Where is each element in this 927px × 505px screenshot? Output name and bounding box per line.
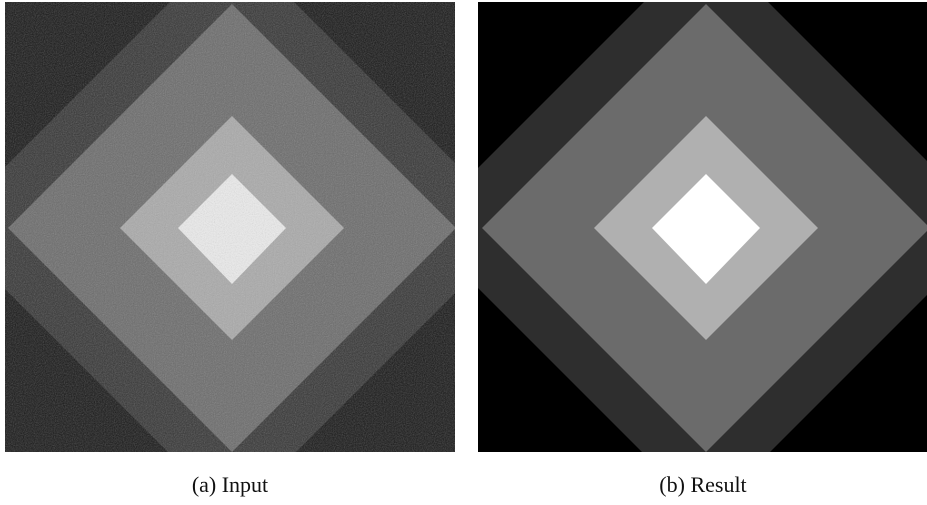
page: (a) Input (b) Result (() => { const data… [0, 0, 927, 505]
result-image [418, 0, 927, 505]
caption: (a) Input [192, 472, 268, 497]
caption: (b) Result [659, 472, 746, 497]
input-image [0, 0, 520, 505]
figure: (a) Input (b) Result [0, 0, 927, 505]
